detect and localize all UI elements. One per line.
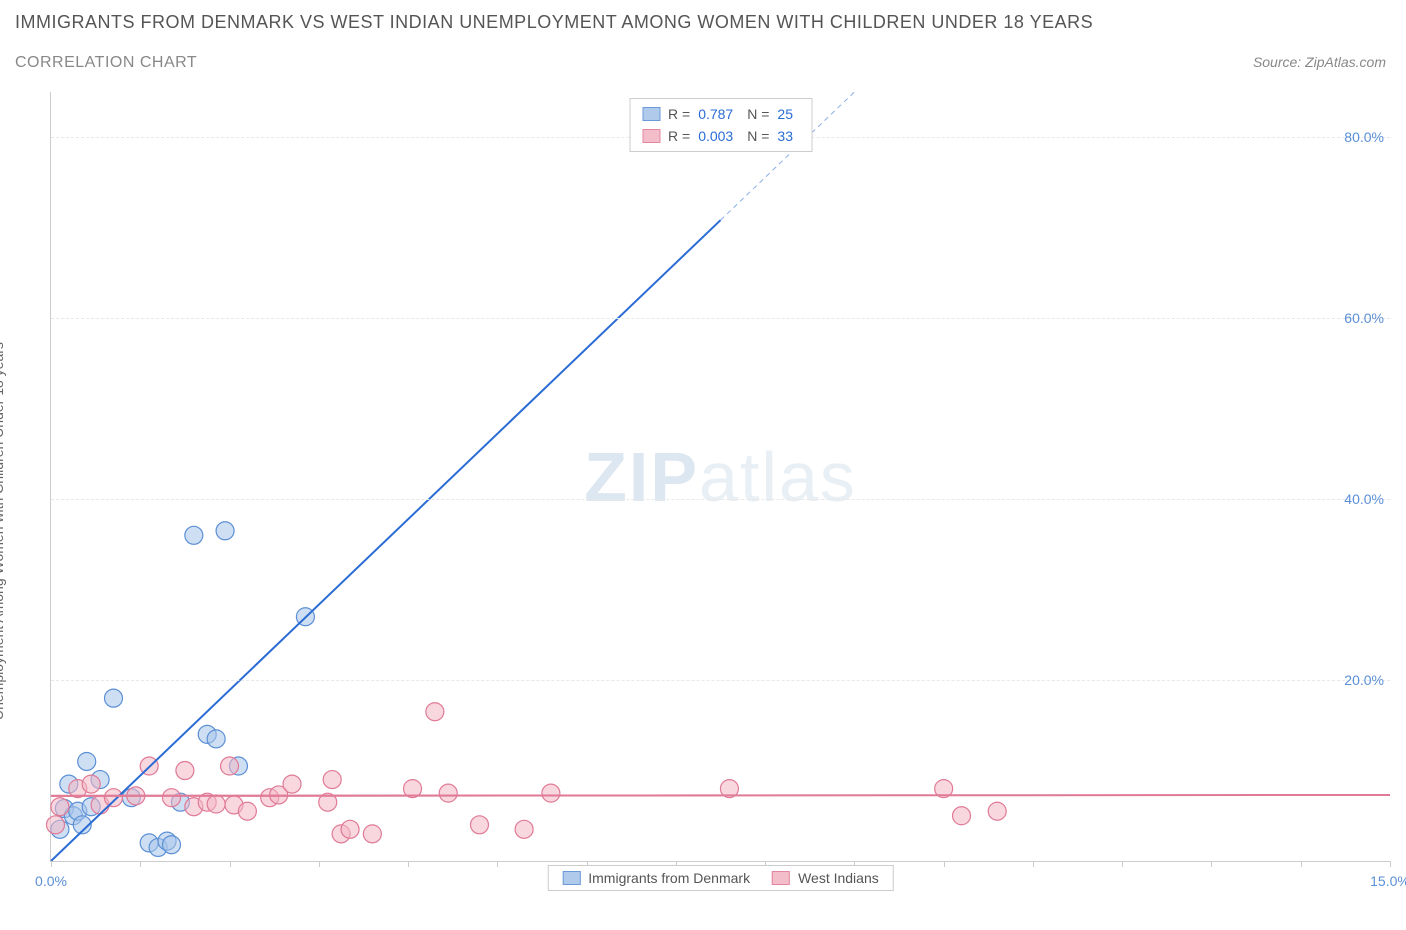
data-point — [953, 807, 971, 825]
data-point — [185, 526, 203, 544]
x-tick — [1211, 861, 1212, 867]
data-point — [51, 798, 69, 816]
data-point — [207, 795, 225, 813]
data-point — [426, 703, 444, 721]
data-point — [163, 836, 181, 854]
data-point — [238, 802, 256, 820]
x-tick — [497, 861, 498, 867]
correlation-legend: R = 0.787 N = 25 R = 0.003 N = 33 — [629, 98, 812, 152]
y-tick-label: 40.0% — [1344, 491, 1384, 507]
data-point — [988, 802, 1006, 820]
swatch-westindian-icon — [772, 871, 790, 885]
data-point — [216, 522, 234, 540]
swatch-denmark — [642, 107, 660, 121]
data-point — [341, 820, 359, 838]
x-tick — [1301, 861, 1302, 867]
data-point — [78, 752, 96, 770]
data-point — [221, 757, 239, 775]
data-point — [283, 775, 301, 793]
chart-subtitle: CORRELATION CHART — [15, 54, 197, 72]
data-point — [207, 730, 225, 748]
y-tick-label: 80.0% — [1344, 129, 1384, 145]
data-point — [163, 789, 181, 807]
source-attribution: Source: ZipAtlas.com — [1253, 54, 1386, 70]
swatch-denmark-icon — [562, 871, 580, 885]
data-point — [104, 789, 122, 807]
data-point — [323, 771, 341, 789]
data-point — [439, 784, 457, 802]
swatch-westindian — [642, 129, 660, 143]
y-axis-label: Unemployment Among Women with Children U… — [0, 342, 6, 720]
gridline — [51, 680, 1390, 681]
gridline — [51, 318, 1390, 319]
series-legend: Immigrants from Denmark West Indians — [547, 865, 893, 891]
x-tick — [944, 861, 945, 867]
data-point — [176, 762, 194, 780]
x-tick — [1033, 861, 1034, 867]
x-tick — [140, 861, 141, 867]
x-tick-label: 0.0% — [35, 873, 67, 889]
legend-label-westindian: West Indians — [798, 870, 879, 886]
chart-plot-area: ZIPatlas R = 0.787 N = 25 R = 0.003 N = … — [50, 92, 1390, 862]
x-tick — [1122, 861, 1123, 867]
trend-line — [51, 220, 721, 861]
data-point — [82, 775, 100, 793]
legend-item-westindian: West Indians — [772, 870, 879, 886]
x-tick — [1390, 861, 1391, 867]
chart-title: IMMIGRANTS FROM DENMARK VS WEST INDIAN U… — [15, 12, 1093, 33]
data-point — [470, 816, 488, 834]
x-tick — [319, 861, 320, 867]
data-point — [104, 689, 122, 707]
legend-item-denmark: Immigrants from Denmark — [562, 870, 750, 886]
legend-label-denmark: Immigrants from Denmark — [588, 870, 750, 886]
data-point — [363, 825, 381, 843]
correlation-row-westindian: R = 0.003 N = 33 — [642, 125, 799, 147]
y-tick-label: 60.0% — [1344, 310, 1384, 326]
data-point — [46, 816, 64, 834]
x-tick — [51, 861, 52, 867]
data-point — [542, 784, 560, 802]
trend-line — [51, 795, 1390, 796]
x-tick — [230, 861, 231, 867]
x-tick-label: 15.0% — [1370, 873, 1406, 889]
gridline — [51, 499, 1390, 500]
x-tick — [408, 861, 409, 867]
y-tick-label: 20.0% — [1344, 672, 1384, 688]
data-point — [515, 820, 533, 838]
correlation-row-denmark: R = 0.787 N = 25 — [642, 103, 799, 125]
scatter-svg — [51, 92, 1390, 861]
